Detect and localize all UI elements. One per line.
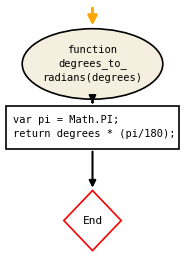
- Ellipse shape: [22, 29, 163, 99]
- Text: function
degrees_to_
radians(degrees): function degrees_to_ radians(degrees): [43, 45, 142, 82]
- Bar: [6, 106, 179, 149]
- Text: var pi = Math.PI;
return degrees * (pi/180);: var pi = Math.PI; return degrees * (pi/1…: [13, 115, 175, 139]
- Text: End: End: [82, 216, 103, 226]
- Polygon shape: [64, 191, 121, 251]
